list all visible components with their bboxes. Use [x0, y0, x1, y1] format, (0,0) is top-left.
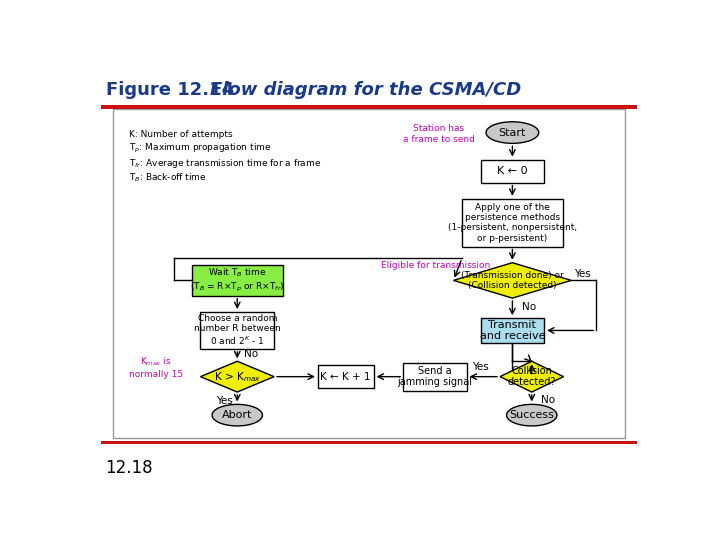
Polygon shape	[200, 361, 274, 392]
Text: Figure 12.14: Figure 12.14	[106, 81, 233, 99]
Text: No: No	[522, 302, 536, 312]
Text: K ← 0: K ← 0	[497, 166, 528, 176]
FancyBboxPatch shape	[192, 265, 283, 296]
Text: T$_p$: Maximum propagation time: T$_p$: Maximum propagation time	[129, 142, 271, 156]
Text: T$_B$: Back-off time: T$_B$: Back-off time	[129, 172, 207, 184]
FancyBboxPatch shape	[481, 159, 544, 183]
Ellipse shape	[507, 404, 557, 426]
Text: Station has
a frame to send: Station has a frame to send	[402, 124, 474, 144]
Ellipse shape	[486, 122, 539, 143]
Text: T$_{fr}$: Average transmission time for a frame: T$_{fr}$: Average transmission time for …	[129, 157, 321, 170]
Text: No: No	[244, 348, 258, 359]
FancyBboxPatch shape	[403, 363, 467, 390]
Text: Yes: Yes	[472, 362, 489, 373]
Text: Yes: Yes	[217, 396, 233, 406]
Text: K > K$_{max}$: K > K$_{max}$	[214, 370, 261, 383]
Bar	[101, 105, 637, 109]
FancyBboxPatch shape	[113, 109, 625, 438]
Text: Collision
detected?: Collision detected?	[508, 366, 556, 388]
Text: Abort: Abort	[222, 410, 253, 420]
Ellipse shape	[212, 404, 262, 426]
FancyBboxPatch shape	[318, 365, 374, 388]
Text: Apply one of the
persistence methods
(1-persistent, nonpersistent,
or p-persiste: Apply one of the persistence methods (1-…	[448, 202, 577, 243]
Text: Yes: Yes	[575, 269, 591, 279]
Text: (Transmission done) or
(Collision detected): (Transmission done) or (Collision detect…	[461, 271, 564, 290]
Polygon shape	[500, 361, 564, 392]
Text: Send a
jamming signal: Send a jamming signal	[397, 366, 472, 388]
Text: Success: Success	[509, 410, 554, 420]
Text: Flow diagram for the CSMA/CD: Flow diagram for the CSMA/CD	[210, 81, 521, 99]
Polygon shape	[454, 262, 571, 298]
Text: Wait T$_B$ time
(T$_B$ = R×T$_p$ or R×T$_{fr}$): Wait T$_B$ time (T$_B$ = R×T$_p$ or R×T$…	[190, 267, 284, 294]
FancyBboxPatch shape	[462, 199, 563, 247]
Bar	[101, 441, 637, 444]
Text: K: Number of attempts: K: Number of attempts	[129, 130, 233, 139]
FancyBboxPatch shape	[481, 318, 544, 343]
FancyBboxPatch shape	[200, 312, 274, 349]
Text: K$_{max}$ is
normally 15: K$_{max}$ is normally 15	[129, 356, 183, 379]
Text: No: No	[541, 395, 555, 405]
Text: Eligible for transmission: Eligible for transmission	[381, 260, 490, 269]
Text: Start: Start	[499, 127, 526, 138]
Text: K ← K + 1: K ← K + 1	[320, 372, 371, 382]
Text: 12.18: 12.18	[106, 458, 153, 476]
Text: Transmit
and receive: Transmit and receive	[480, 320, 545, 341]
Text: Choose a random
number R between
0 and 2$^K$ - 1: Choose a random number R between 0 and 2…	[194, 314, 281, 347]
